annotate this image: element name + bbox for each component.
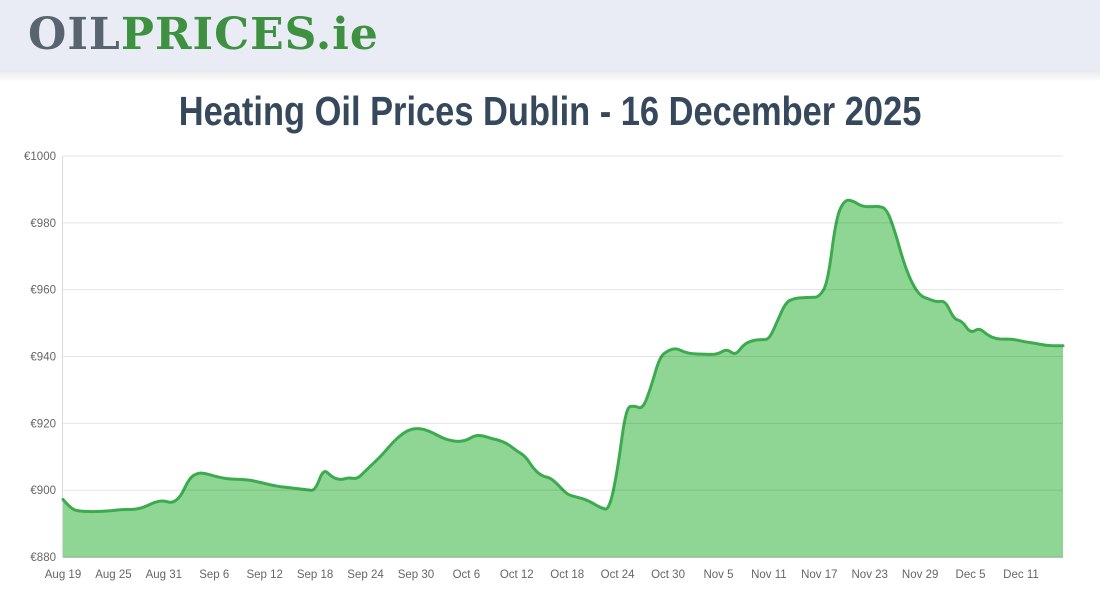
price-line xyxy=(61,198,1065,514)
price-area-fill xyxy=(63,200,1063,557)
x-tick-label-nov-29: Nov 29 xyxy=(902,569,938,581)
site-logo[interactable]: OILPRICES.ie xyxy=(28,8,379,62)
y-tick-label-920: €920 xyxy=(30,418,56,430)
y-tick-label-940: €940 xyxy=(30,352,56,364)
x-tick-label-sep-6: Sep 6 xyxy=(199,569,229,581)
y-tick-label-900: €900 xyxy=(30,485,56,497)
x-tick-label-sep-18: Sep 18 xyxy=(297,569,333,581)
x-tick-label-nov-23: Nov 23 xyxy=(852,569,888,581)
x-tick-label-aug-31: Aug 31 xyxy=(146,569,182,581)
x-tick-label-oct-12: Oct 12 xyxy=(500,569,534,581)
x-tick-label-aug-19: Aug 19 xyxy=(45,569,81,581)
logo-text-prices: PRICES xyxy=(120,9,316,60)
x-tick-label-aug-25: Aug 25 xyxy=(95,569,131,581)
x-tick-label-dec-5: Dec 5 xyxy=(956,569,986,581)
title-row: Heating Oil Prices Dublin - 16 December … xyxy=(0,88,1100,135)
price-area-chart-svg[interactable]: €880 €900 €920 €940 €960 €980 €1000 Aug 19 Aug 2… xyxy=(0,145,1100,590)
site-header: OILPRICES.ie xyxy=(0,0,1100,82)
x-tick-label-nov-17: Nov 17 xyxy=(801,569,837,581)
y-tick-label-960: €960 xyxy=(30,285,56,297)
y-tick-label-980: €980 xyxy=(30,218,56,230)
x-tick-label-nov-5: Nov 5 xyxy=(703,569,733,581)
x-tick-label-nov-11: Nov 11 xyxy=(751,569,787,581)
x-tick-label-oct-30: Oct 30 xyxy=(651,569,685,581)
heating-oil-price-chart[interactable]: €880 €900 €920 €940 €960 €980 €1000 Aug 19 Aug 2… xyxy=(0,145,1100,590)
y-tick-label-880: €880 xyxy=(30,552,56,564)
x-tick-label-sep-24: Sep 24 xyxy=(347,569,384,581)
y-tick-label-1000: €1000 xyxy=(24,151,56,163)
logo-text-oil: OIL xyxy=(28,9,121,60)
x-tick-label-oct-18: Oct 18 xyxy=(550,569,584,581)
x-tick-label-oct-6: Oct 6 xyxy=(453,569,480,581)
x-tick-label-oct-24: Oct 24 xyxy=(601,569,635,581)
x-tick-label-sep-12: Sep 12 xyxy=(246,569,282,581)
logo-text-ie: .ie xyxy=(315,9,379,60)
page-title: Heating Oil Prices Dublin - 16 December … xyxy=(178,88,922,134)
x-tick-label-sep-30: Sep 30 xyxy=(398,569,434,581)
x-tick-label-dec-11: Dec 11 xyxy=(1003,569,1039,581)
